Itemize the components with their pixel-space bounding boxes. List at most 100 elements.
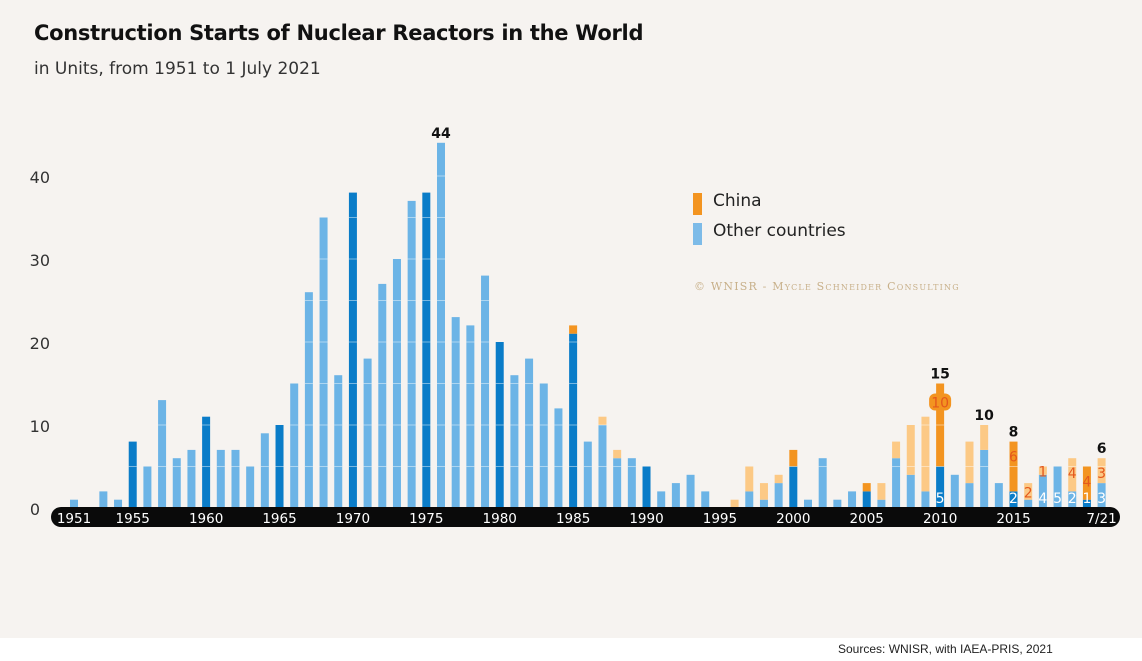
- bar-other-2021: [1097, 483, 1106, 508]
- bar-china-2000: [789, 449, 798, 467]
- bar-other-2014: [994, 483, 1003, 508]
- bar-other-2020: [1082, 499, 1091, 508]
- legend-label: China: [713, 191, 762, 211]
- china-label: 6: [1009, 450, 1018, 466]
- legend-swatch-china: [693, 193, 702, 215]
- y-tick-label: 30: [30, 251, 50, 270]
- bar-other-1977: [451, 317, 460, 508]
- bar-china-2020: [1082, 466, 1091, 500]
- bar-other-1982: [525, 358, 534, 508]
- y-tick-label: 20: [30, 334, 50, 353]
- bar-china-2010: [936, 383, 945, 467]
- x-tick-label: 2000: [776, 511, 810, 527]
- bar-other-2010: [936, 466, 945, 508]
- bar-other-1975: [422, 192, 431, 508]
- china-label: 10: [931, 396, 949, 412]
- china-label: 4: [1068, 466, 1077, 482]
- bar-other-2004: [848, 491, 857, 508]
- total-label: 6: [1097, 441, 1107, 457]
- bar-china-2009: [921, 416, 930, 492]
- bar-china-1999: [774, 474, 783, 484]
- bar-other-1980: [495, 342, 504, 508]
- bar-other-2019: [1068, 491, 1077, 508]
- other-label: 5: [936, 491, 945, 507]
- bar-other-2016: [1024, 499, 1033, 508]
- bar-other-1989: [627, 458, 636, 508]
- bar-other-1979: [481, 275, 490, 508]
- bar-china-1998: [759, 483, 768, 500]
- x-tick-label: 1985: [556, 511, 590, 527]
- other-label: 3: [1097, 491, 1106, 507]
- chart-title: Construction Starts of Nuclear Reactors …: [34, 21, 644, 45]
- bar-other-1964: [260, 433, 269, 508]
- bar-other-1987: [598, 425, 607, 508]
- bar-other-1990: [642, 466, 651, 508]
- bar-other-1974: [407, 200, 416, 508]
- source-note: Sources: WNISR, with IAEA-PRIS, 2021: [838, 642, 1053, 656]
- bar-other-1991: [657, 491, 666, 508]
- y-tick-label: 40: [30, 168, 50, 187]
- bar-other-1985: [569, 333, 578, 508]
- bar-china-2012: [965, 441, 974, 484]
- bar-other-1965: [275, 425, 284, 508]
- x-axis: 1951 1955 1960 1965 1970 1975 1980 1985 1990 1995…: [51, 507, 1120, 527]
- x-tick-label: 7/21: [1086, 511, 1116, 527]
- china-label: 1: [1038, 465, 1047, 481]
- x-tick-label: 1951: [57, 511, 91, 527]
- bar-china-2008: [906, 425, 915, 475]
- bar-other-1970: [348, 192, 357, 508]
- bar-other-2007: [892, 458, 901, 508]
- bar-china-2013: [980, 425, 989, 450]
- bar-other-1997: [745, 491, 754, 508]
- x-tick-label: 2015: [996, 511, 1030, 527]
- bar-other-1978: [466, 325, 475, 508]
- bar-other-2009: [921, 491, 930, 508]
- bar-other-2002: [818, 458, 827, 508]
- china-label: 3: [1097, 466, 1106, 482]
- bar-other-2005: [862, 491, 871, 508]
- bar-other-2008: [906, 474, 915, 508]
- bar-china-2021: [1097, 458, 1106, 484]
- bar-china-2007: [892, 441, 901, 459]
- bar-other-1969: [334, 375, 343, 508]
- bar-other-1962: [231, 449, 240, 508]
- bar-china-2019: [1068, 458, 1077, 492]
- bar-china-2005: [862, 483, 871, 492]
- china-label: 4: [1082, 475, 1091, 491]
- total-label: 15: [930, 367, 949, 383]
- bar-other-2013: [980, 449, 989, 508]
- x-tick-label: 1965: [262, 511, 296, 527]
- bar-china-2015: [1009, 441, 1018, 492]
- bar-other-2018: [1053, 466, 1062, 508]
- x-tick-label: 1960: [189, 511, 223, 527]
- legend-swatch-other: [693, 223, 702, 245]
- bar-other-2017: [1038, 474, 1047, 508]
- x-tick-label: 2010: [923, 511, 957, 527]
- bar-china-2017: [1038, 466, 1047, 475]
- bar-other-1956: [143, 466, 152, 508]
- bar-other-1981: [510, 375, 519, 508]
- copyright-watermark: © WNISR - Mycle Schneider Consulting: [694, 280, 960, 293]
- bar-other-1993: [686, 474, 695, 508]
- x-tick-label: 2005: [850, 511, 884, 527]
- x-tick-label: 1995: [703, 511, 737, 527]
- bar-china-1988: [613, 449, 622, 459]
- chart-frame: [0, 0, 1142, 638]
- total-label: 44: [431, 126, 451, 142]
- bar-other-1972: [378, 283, 387, 508]
- bar-other-1992: [671, 483, 680, 508]
- total-label: 8: [1009, 425, 1019, 441]
- bar-other-1966: [290, 383, 299, 508]
- bar-china-2006: [877, 483, 886, 500]
- bar-other-2003: [833, 499, 842, 508]
- bars: [70, 142, 1106, 509]
- bar-other-1963: [246, 466, 255, 508]
- bar-other-1984: [554, 408, 563, 508]
- other-label: 4: [1038, 491, 1047, 507]
- bar-other-1958: [172, 458, 181, 508]
- bar-other-1973: [392, 259, 401, 508]
- bar-other-2000: [789, 466, 798, 508]
- y-axis: 0 10 20 30 40: [30, 168, 50, 519]
- legend-label: Other countries: [713, 221, 846, 241]
- y-tick-label: 10: [30, 417, 50, 436]
